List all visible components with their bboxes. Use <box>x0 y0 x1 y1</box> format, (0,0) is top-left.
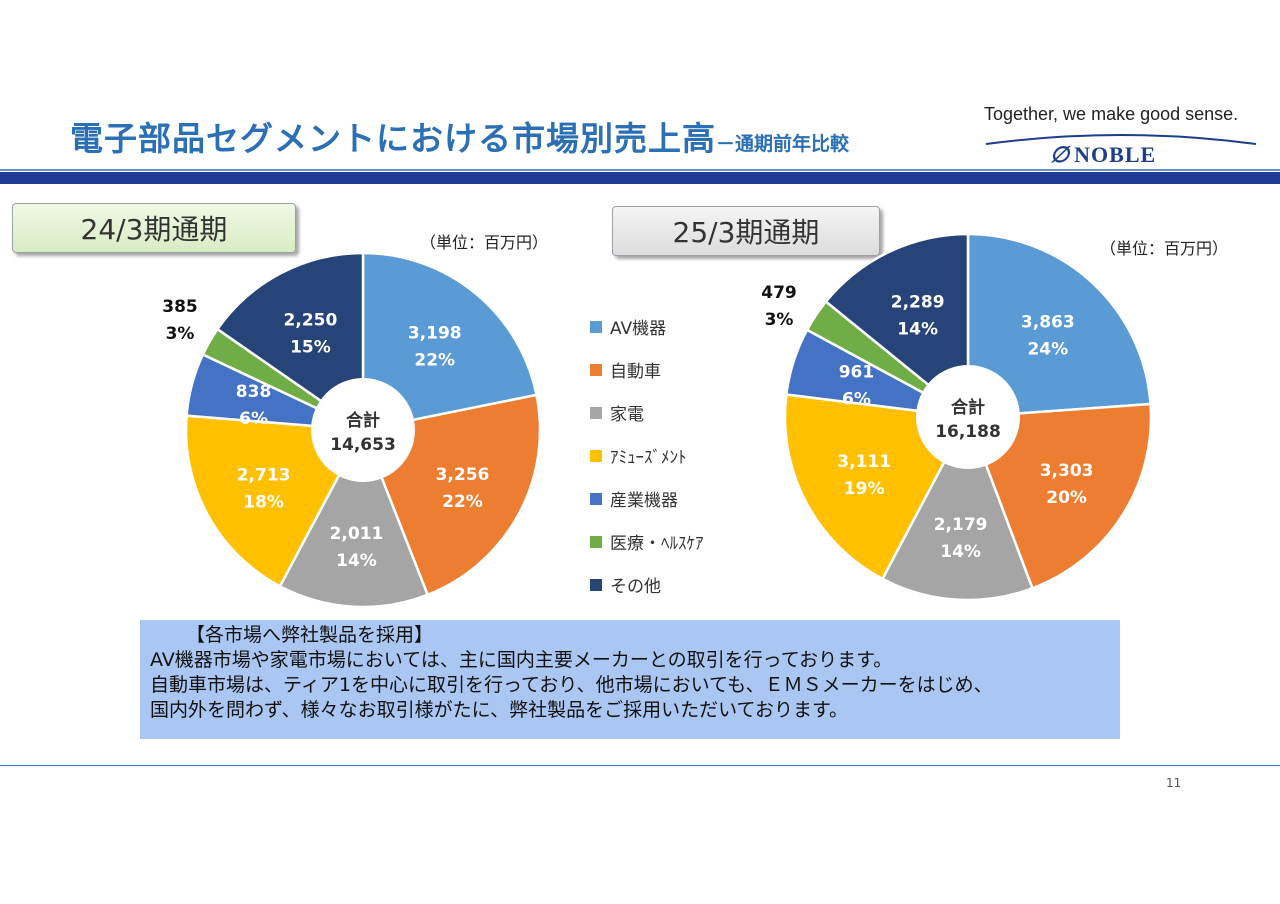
page-title-main: 電子部品セグメントにおける市場別売上高 <box>70 119 716 158</box>
slice-percent-label: 15% <box>290 338 331 358</box>
period-label-2025: 25/3期通期 <box>612 206 880 256</box>
slice-percent-label: 22% <box>414 350 455 370</box>
pie-charts: 3,198 22% 3,256 22% 2,011 14% 2,713 18% 838 6% 385… <box>162 232 1153 609</box>
legend-item: 家電 <box>590 391 704 434</box>
slice-value-label: 2,250 <box>284 311 338 331</box>
pie-slice <box>966 402 1153 590</box>
slice-value-label: 3,256 <box>436 465 490 485</box>
slice-value-label: 2,011 <box>330 524 384 544</box>
footer-line <box>0 765 1280 766</box>
legend-swatch <box>590 578 602 591</box>
slice-percent-label: 19% <box>844 479 885 499</box>
legend-label: ｱﾐｭｰｽﾞﾒﾝﾄ <box>610 448 687 468</box>
legend-swatch <box>590 535 602 548</box>
chart-legend: AV機器自動車家電 ｱﾐｭｰｽﾞﾒﾝﾄ 産業機器医療・ﾍﾙｽｹｱ その他 <box>590 305 704 606</box>
slice-value-label: 3,863 <box>1021 312 1075 332</box>
slice-value-label: 2,713 <box>237 465 291 485</box>
legend-label: その他 <box>610 577 661 597</box>
center-total-caption: 合計 <box>951 397 985 418</box>
center-total-value: 14,653 <box>330 435 396 455</box>
header-thin-line <box>0 169 1280 171</box>
slice-percent-label: 14% <box>336 551 377 571</box>
note-line-2: 自動車市場は、ティア1を中心に取引を行っており、他市場においても、ＥＭＳメーカー… <box>150 674 993 696</box>
pie-slice <box>215 251 365 433</box>
legend-item: AV機器 <box>590 305 704 348</box>
slice-percent-label: 22% <box>442 492 483 512</box>
logo-mark-icon: ∅ <box>1050 142 1071 167</box>
legend-item: 医療・ﾍﾙｽｹｱ <box>590 520 704 563</box>
legend-swatch <box>590 406 602 419</box>
center-total-value: 16,188 <box>935 422 1001 442</box>
legend-swatch <box>590 492 602 505</box>
slice-percent-label: 3% <box>765 310 794 330</box>
pie-slice <box>184 414 365 588</box>
page-title: 電子部品セグメントにおける市場別売上高－通期前年比較 <box>70 112 849 160</box>
period-label-2024: 24/3期通期 <box>12 203 296 253</box>
slice-percent-label: 14% <box>940 542 981 562</box>
slice-value-label: 3,111 <box>837 452 891 472</box>
center-total-caption: 合計 <box>346 410 380 431</box>
logo-swoosh-icon <box>985 134 1257 145</box>
legend-swatch <box>590 449 602 462</box>
legend-item: その他 <box>590 563 704 606</box>
legend-item: ｱﾐｭｰｽﾞﾒﾝﾄ <box>590 434 704 477</box>
legend-label: 医療・ﾍﾙｽｹｱ <box>610 534 704 554</box>
slice-value-label: 385 <box>162 297 198 317</box>
page-number: 11 <box>1166 776 1182 790</box>
legend-swatch <box>590 320 602 333</box>
slice-value-label: 961 <box>839 362 875 382</box>
legend-label: 家電 <box>610 405 644 425</box>
pie-center-hole <box>311 378 415 482</box>
slice-value-label: 2,289 <box>891 292 945 312</box>
slice-percent-label: 20% <box>1046 488 1087 508</box>
legend-label: AV機器 <box>610 319 667 339</box>
slice-percent-label: 3% <box>166 324 195 344</box>
legend-item: 産業機器 <box>590 477 704 520</box>
company-logo: ∅ NOBLE <box>1050 142 1156 168</box>
pie-slice <box>824 232 970 420</box>
slice-percent-label: 18% <box>243 492 284 512</box>
company-slogan: Together, we make good sense. <box>984 104 1239 124</box>
header-bar <box>0 172 1280 184</box>
legend-swatch <box>590 363 602 376</box>
pie-slice <box>966 232 1152 419</box>
slice-value-label: 3,303 <box>1040 461 1094 481</box>
legend-label: 産業機器 <box>610 491 678 511</box>
slice-value-label: 3,198 <box>408 323 462 343</box>
legend-label: 自動車 <box>610 362 661 382</box>
slice-percent-label: 6% <box>239 409 268 429</box>
note-line-1: AV機器市場や家電市場においては、主に国内主要メーカーとの取引を行っております。 <box>150 649 893 671</box>
page-title-sub: －通期前年比較 <box>716 133 850 155</box>
slice-value-label: 838 <box>236 382 272 402</box>
unit-label-2024: （単位：百万円） <box>420 233 549 252</box>
pie-slice <box>880 413 1035 602</box>
legend-item: 自動車 <box>590 348 704 391</box>
note-line-3: 国内外を問わず、様々なお取引様がたに、弊社製品をご採用いただいております。 <box>150 699 849 721</box>
slice-value-label: 2,179 <box>934 515 988 535</box>
slice-percent-label: 24% <box>1027 339 1068 359</box>
note-box: 【各市場へ弊社製品を採用】 AV機器市場や家電市場においては、主に国内主要メーカ… <box>140 620 1120 739</box>
pie-slice <box>361 251 538 432</box>
note-heading: 【各市場へ弊社製品を採用】 <box>186 624 434 646</box>
logo-text: NOBLE <box>1074 142 1157 167</box>
slice-value-label: 479 <box>761 283 797 303</box>
slice-percent-label: 6% <box>842 389 871 409</box>
unit-label-2025: （単位：百万円） <box>1100 239 1229 258</box>
pie-center-hole <box>916 365 1020 469</box>
pie-slice <box>278 427 430 609</box>
slice-percent-label: 14% <box>897 319 938 339</box>
